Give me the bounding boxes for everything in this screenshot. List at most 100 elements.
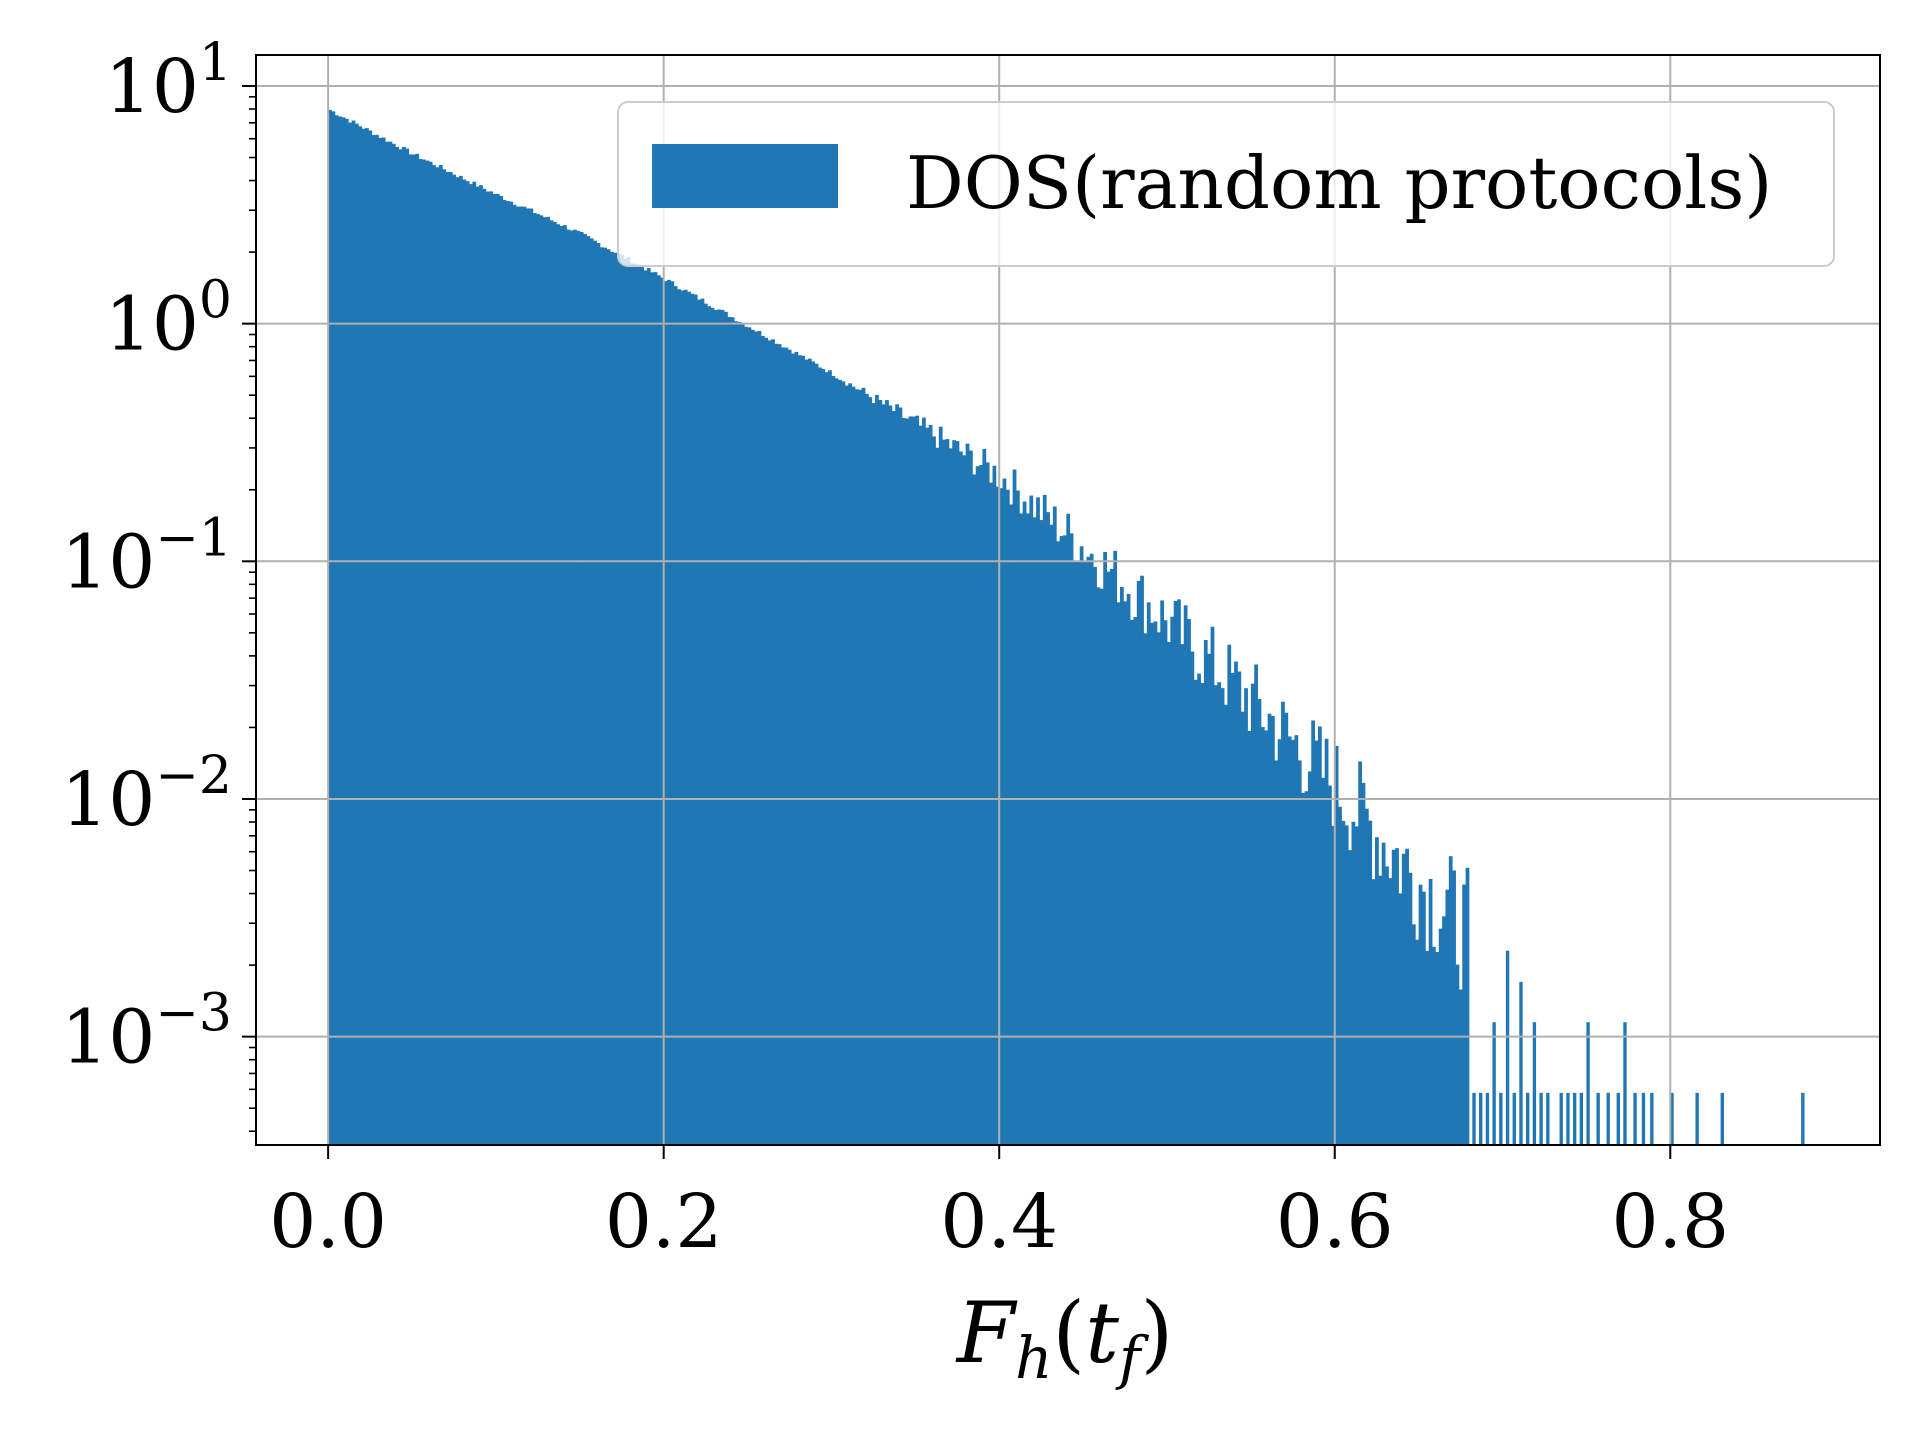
hist-bar-52	[502, 199, 507, 1145]
hist-bar-205	[1015, 490, 1020, 1146]
hist-bar-278	[1260, 727, 1265, 1145]
hist-bar-220	[1066, 513, 1071, 1145]
hist-bar-360	[1623, 1022, 1627, 1145]
hist-bar-64	[542, 217, 547, 1145]
hist-bar-319	[1398, 893, 1403, 1145]
hist-bar-32	[435, 167, 440, 1146]
hist-bar-169	[895, 404, 899, 1145]
hist-bar-217	[1056, 541, 1061, 1145]
hist-bar-313	[1378, 875, 1383, 1145]
hist-bar-233	[1109, 568, 1114, 1145]
hist-bar-327	[1425, 951, 1430, 1145]
hist-bar-155	[848, 383, 852, 1145]
hist-bar-30	[428, 161, 433, 1145]
hist-bar-178	[925, 427, 930, 1145]
hist-bar-114	[710, 307, 715, 1146]
hist-bar-308	[1361, 782, 1366, 1145]
hist-bar-262	[1207, 653, 1212, 1145]
hist-bar-277	[1257, 699, 1262, 1145]
hist-bar-295	[1317, 726, 1322, 1145]
hist-bar-195	[982, 448, 987, 1145]
hist-bar-139	[794, 351, 799, 1145]
hist-bar-249	[1163, 620, 1168, 1145]
hist-bar-253	[1177, 599, 1181, 1145]
hist-bar-302	[1341, 820, 1346, 1145]
hist-bar-348	[1526, 1092, 1530, 1145]
hist-bar-27	[418, 159, 423, 1146]
hist-bar-95	[646, 267, 651, 1145]
hist-bar-113	[707, 306, 712, 1145]
hist-bar-141	[801, 355, 806, 1145]
hist-bar-269	[1230, 672, 1235, 1145]
hist-bar-38	[455, 177, 460, 1145]
hist-bar-367	[1801, 1092, 1805, 1145]
hist-bar-104	[677, 289, 681, 1145]
hist-bar-334	[1448, 856, 1453, 1145]
hist-bar-142	[804, 359, 809, 1146]
hist-bar-174	[911, 416, 916, 1145]
hist-bar-203	[1009, 504, 1014, 1145]
hist-bar-346	[1512, 1092, 1516, 1145]
hist-bar-241	[1136, 580, 1141, 1145]
hist-bar-279	[1264, 730, 1269, 1145]
hist-bar-148	[824, 372, 829, 1145]
hist-bar-345	[1505, 950, 1510, 1145]
hist-bar-20	[395, 147, 400, 1145]
hist-bar-102	[670, 281, 675, 1145]
hist-bar-322	[1408, 872, 1413, 1145]
hist-bar-7	[351, 120, 356, 1145]
hist-bar-276	[1254, 664, 1258, 1145]
hist-bar-190	[965, 443, 970, 1145]
hist-bar-71	[566, 229, 571, 1145]
hist-bar-73	[573, 229, 577, 1146]
x-tick-label-4: 0.8	[1611, 1179, 1729, 1265]
hist-bar-93	[640, 266, 644, 1145]
hist-bar-333	[1445, 889, 1450, 1145]
hist-bar-181	[935, 447, 940, 1145]
hist-bar-208	[1026, 513, 1030, 1145]
hist-bar-51	[499, 195, 504, 1145]
hist-bar-338	[1462, 884, 1467, 1145]
hist-bar-36	[448, 172, 453, 1146]
hist-bar-258	[1193, 679, 1198, 1145]
hist-bar-340	[1472, 1092, 1476, 1145]
hist-bar-330	[1435, 952, 1440, 1145]
hist-bar-219	[1062, 535, 1067, 1145]
hist-bar-166	[885, 400, 889, 1145]
hist-bar-306	[1354, 826, 1359, 1145]
hist-bar-163	[875, 394, 879, 1145]
hist-bar-109	[693, 294, 698, 1145]
hist-bar-317	[1391, 849, 1396, 1145]
y-axis-ticks: 101 100 10−1 10−2 10−3	[61, 33, 256, 1081]
hist-bar-54	[509, 201, 514, 1145]
hist-bar-216	[1052, 506, 1057, 1146]
hist-bar-221	[1069, 533, 1074, 1145]
hist-bar-45	[479, 185, 483, 1145]
hist-bar-85	[613, 252, 618, 1146]
hist-bar-223	[1076, 560, 1081, 1145]
hist-bar-99	[660, 277, 665, 1145]
hist-bar-111	[700, 298, 705, 1146]
hist-bar-350	[1539, 1092, 1543, 1145]
hist-bar-213	[1042, 494, 1047, 1145]
hist-bar-161	[868, 397, 873, 1145]
hist-bar-8	[354, 123, 359, 1145]
hist-bar-180	[932, 436, 936, 1145]
hist-bar-171	[901, 418, 906, 1145]
hist-bar-65	[546, 216, 550, 1145]
hist-bar-55	[512, 204, 517, 1146]
hist-bar-138	[791, 353, 795, 1146]
hist-bar-224	[1079, 546, 1084, 1145]
hist-bar-285	[1284, 712, 1289, 1145]
hist-bar-80	[596, 242, 601, 1145]
hist-bar-263	[1210, 626, 1215, 1145]
hist-bar-286	[1287, 736, 1292, 1145]
hist-bar-199	[995, 486, 1000, 1145]
hist-bar-323	[1411, 924, 1416, 1145]
hist-bar-247	[1156, 632, 1161, 1145]
hist-bar-74	[576, 230, 581, 1146]
hist-bar-214	[1046, 512, 1050, 1145]
hist-bar-40	[462, 179, 467, 1145]
hist-bar-57	[519, 206, 524, 1145]
hist-bar-294	[1314, 740, 1319, 1145]
